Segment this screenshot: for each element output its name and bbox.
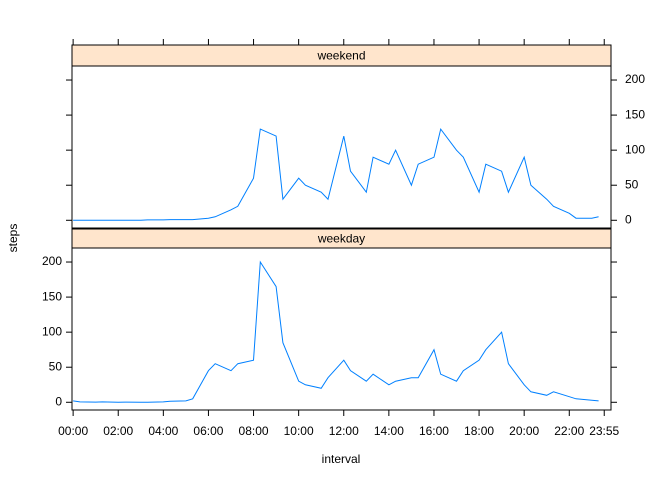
y-tick-label: 200 [625,72,645,86]
y-tick-label: 100 [42,324,62,338]
x-tick-label: 02:00 [103,424,133,438]
x-tick-label: 18:00 [464,424,494,438]
y-tick-label: 200 [42,254,62,268]
x-tick-label: 00:00 [58,424,88,438]
y-tick-label: 150 [625,107,645,121]
line [73,260,599,403]
y-tick-label: 50 [625,177,639,191]
x-tick-label: 10:00 [284,424,314,438]
x-tick-label: 16:00 [419,424,449,438]
y-axis-label: steps [6,224,20,253]
x-tick-label: 20:00 [509,424,539,438]
x-tick-label: 12:00 [329,424,359,438]
panel [71,247,612,411]
x-tick-label: 04:00 [148,424,178,438]
x-axis-label: interval [322,452,361,466]
y-tick-label: 0 [625,212,632,226]
x-tick-label: 23:55 [589,424,619,438]
x-tick-label: 06:00 [193,424,223,438]
panel [71,65,612,229]
x-tick-label: 22:00 [554,424,584,438]
x-tick-label: 08:00 [239,424,269,438]
strip-label: weekday [317,232,365,246]
x-tick-label: 14:00 [374,424,404,438]
y-tick-label: 50 [49,359,63,373]
line [73,127,599,221]
y-tick-label: 0 [55,394,62,408]
y-tick-label: 150 [42,289,62,303]
strip-label: weekend [316,49,365,63]
y-tick-label: 100 [625,142,645,156]
